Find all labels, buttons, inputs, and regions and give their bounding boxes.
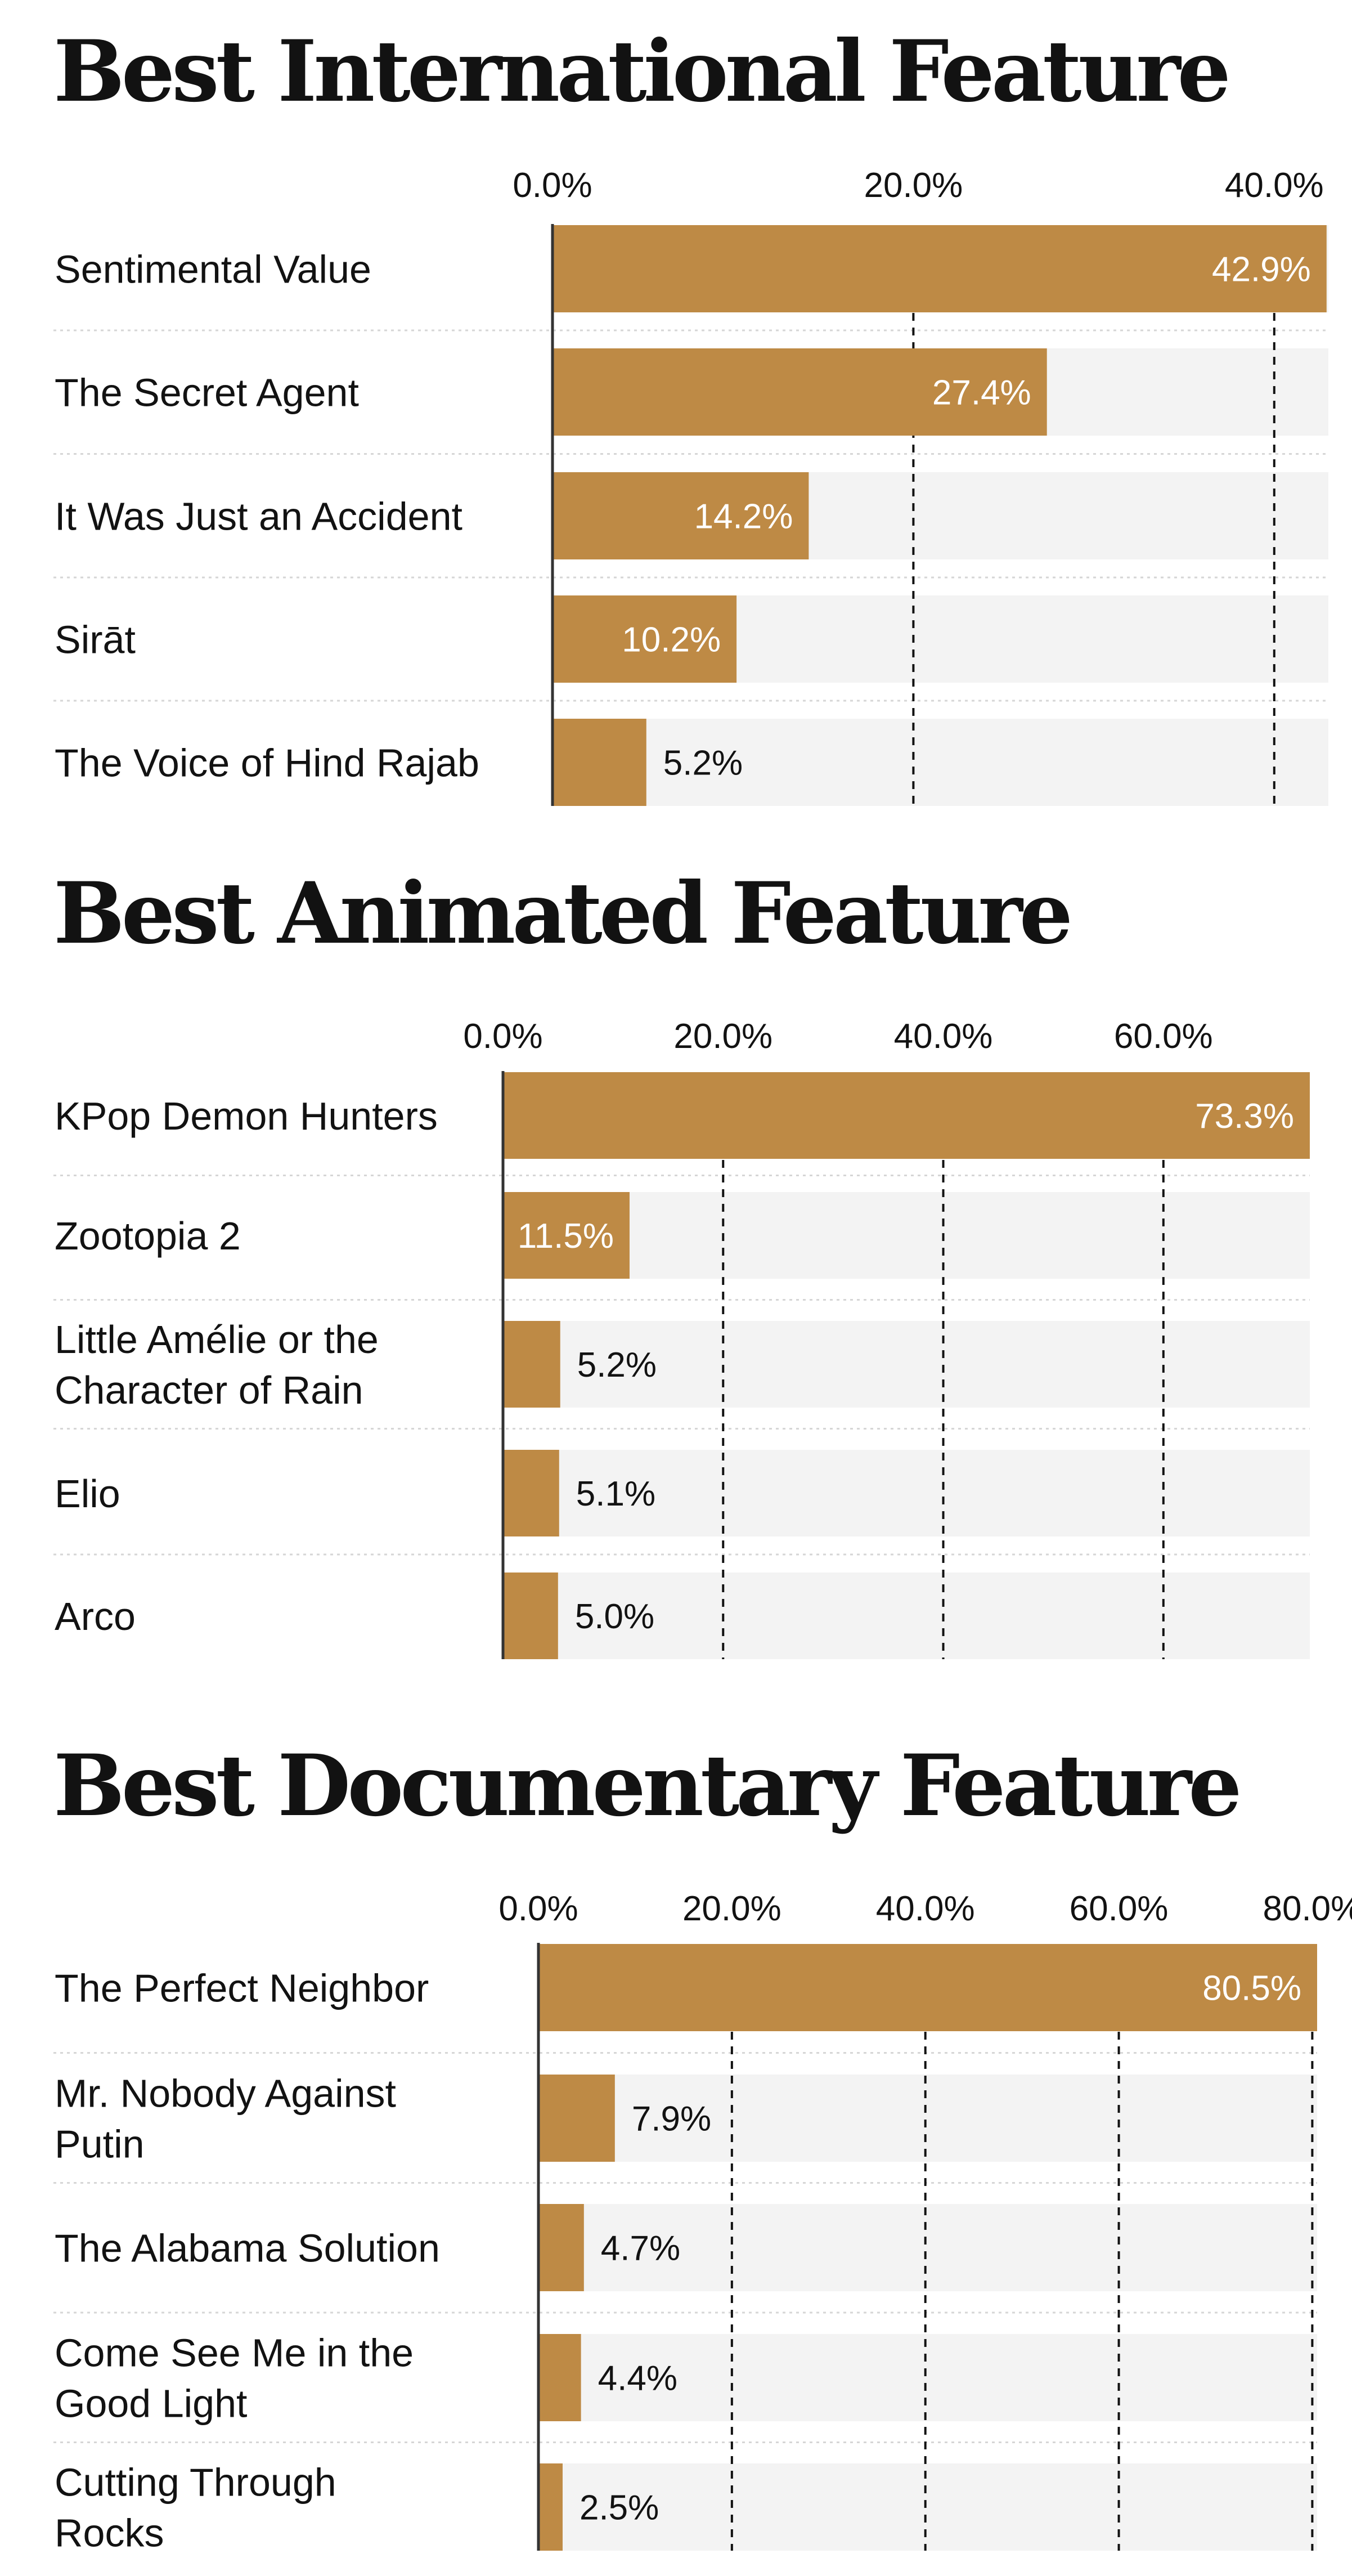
bar [503,1072,1310,1159]
x-tick-label: 20.0% [864,166,963,205]
category-label: Mr. Nobody Against Putin [55,2072,396,2166]
x-tick-label: 40.0% [876,1889,975,1928]
bar [553,348,1047,436]
animated-section: Best Animated Feature 0.0% 20.0% 40.0% 60.0… [53,864,1310,1659]
value-label: 27.4% [932,374,1031,413]
value-label: 42.9% [1212,250,1311,289]
x-tick-label: 20.0% [682,1889,781,1928]
row-track [503,1573,1310,1659]
value-label: 11.5% [518,1217,614,1256]
animated-title: Best Animated Feature [53,864,1073,963]
category-label-line: KPop Demon Hunters [55,1094,438,1138]
animated-chart: 0.0% 20.0% 40.0% 60.0% 73.3% KPop Demon Hunte… [53,1017,1310,1659]
category-label-line: The Alabama Solution [55,2226,440,2270]
row-track [538,2463,1317,2551]
value-label: 2.5% [580,2489,659,2528]
x-tick-label: 0.0% [498,1889,578,1928]
bar [538,2463,563,2551]
category-label: The Alabama Solution [55,2226,440,2270]
x-tick-label: 0.0% [463,1017,542,1056]
value-label: 10.2% [622,621,721,660]
international-title: Best International Feature [53,22,1231,121]
value-label: 5.1% [576,1475,655,1513]
category-label: Arco [55,1594,136,1638]
value-label: 4.7% [601,2229,680,2268]
value-label: 4.4% [598,2359,677,2398]
international-section: Best International Feature 0.0% 20.0% 40.0… [0,0,1352,844]
x-tick-label: 40.0% [1225,166,1324,205]
category-label-line: Good Light [55,2382,247,2426]
category-label: It Was Just an Accident [55,495,462,539]
row-track [503,1321,1310,1408]
category-label-line: Putin [55,2122,145,2166]
value-label: 5.0% [575,1597,654,1636]
value-label: 73.3% [1195,1097,1294,1136]
category-label-line: Sentimental Value [55,248,371,292]
row-track [503,1450,1310,1536]
row-track [538,2204,1317,2291]
row-track [503,1192,1310,1279]
x-tick-label: 60.0% [1070,1889,1169,1928]
category-label: The Secret Agent [55,371,359,415]
bar [538,2075,615,2162]
category-label: Sentimental Value [55,248,371,292]
bar [538,1944,1317,2031]
x-tick-label: 60.0% [1114,1017,1213,1056]
bar [503,1321,560,1408]
international-chart: 0.0% 20.0% 40.0% 42.9% Sentimental Value 27.4… [53,166,1328,806]
category-label: Zootopia 2 [55,1214,241,1258]
row-track [538,2075,1317,2162]
category-label-line: The Perfect Neighbor [55,1966,429,2010]
category-label-line: Come See Me in the [55,2331,414,2375]
category-label: Come See Me in the Good Light [55,2331,414,2426]
value-label: 5.2% [663,744,743,783]
bar [503,1573,558,1659]
category-label-line: Cutting Through [55,2461,336,2505]
x-tick-label: 0.0% [513,166,592,205]
category-label: Cutting Through Rocks [55,2461,336,2555]
bar [538,2204,584,2291]
bar [553,595,737,683]
category-label-line: Zootopia 2 [55,1214,241,1258]
category-label: The Voice of Hind Rajab [55,741,479,785]
category-label-line: The Secret Agent [55,371,359,415]
x-tick-label: 80.0% [1263,1889,1352,1928]
category-label: Little Amélie or the Character of Rain [55,1318,379,1412]
bar [503,1192,630,1279]
category-label-line: Character of Rain [55,1368,363,1412]
category-label: The Perfect Neighbor [55,1966,429,2010]
x-tick-label: 40.0% [894,1017,993,1056]
row-track [538,2334,1317,2421]
category-label-line: The Voice of Hind Rajab [55,741,479,785]
bar [553,472,809,559]
category-label-line: Little Amélie or the [55,1318,379,1361]
documentary-title: Best Documentary Feature [53,1736,1242,1835]
category-label-line: Arco [55,1594,136,1638]
category-label: KPop Demon Hunters [55,1094,438,1138]
bar [538,2334,581,2421]
x-tick-label: 20.0% [673,1017,772,1056]
category-label: Sirāt [55,618,136,662]
value-label: 5.2% [577,1346,657,1385]
value-label: 14.2% [694,498,793,536]
category-label-line: Mr. Nobody Against [55,2072,396,2116]
bar [553,225,1327,312]
category-label-line: Elio [55,1472,120,1516]
value-label: 80.5% [1202,1969,1301,2008]
row-track [553,719,1328,806]
bar [553,719,646,806]
category-label-line: It Was Just an Accident [55,495,462,539]
value-label: 7.9% [632,2100,711,2139]
category-label-line: Sirāt [55,618,136,662]
category-label: Elio [55,1472,120,1516]
category-label-line: Rocks [55,2511,164,2555]
bar [503,1450,559,1536]
